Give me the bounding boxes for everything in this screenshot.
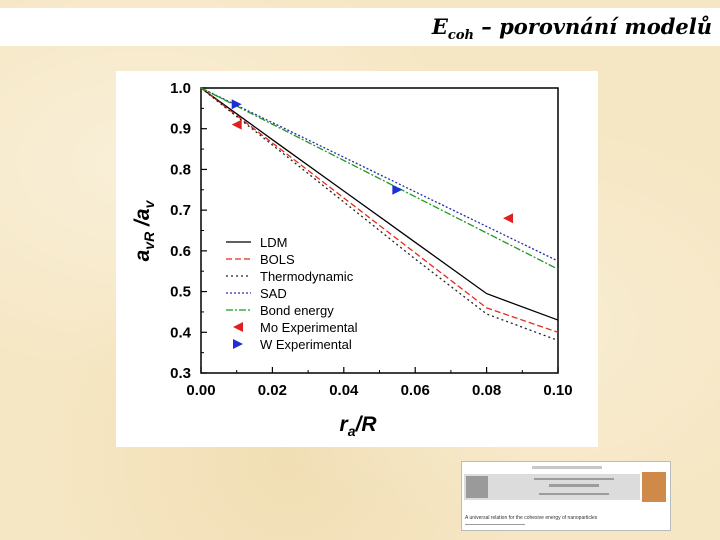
y-tick-label: 0.4 bbox=[170, 324, 192, 341]
thumbnail-line bbox=[549, 484, 599, 487]
data-point-w-experimental bbox=[231, 99, 242, 110]
thumbnail-caption: A universal relation for the cohesive en… bbox=[465, 515, 598, 521]
legend-swatch-w-experimental bbox=[233, 339, 243, 349]
series-line-thermodynamic bbox=[200, 87, 559, 342]
article-thumbnail: A universal relation for the cohesive en… bbox=[461, 461, 671, 531]
thumbnail-line bbox=[534, 478, 614, 480]
thumbnail-line bbox=[465, 524, 525, 525]
legend-label-ldm: LDM bbox=[260, 235, 287, 250]
thumbnail-masthead bbox=[464, 474, 640, 500]
chart-panel: 0.00 0.02 0.04 0.06 0.08 0.10 0.3 0.4 0.5 0.6 0.7 0… bbox=[116, 71, 598, 447]
y-tick-label: 0.8 bbox=[170, 161, 191, 178]
x-tick-label: 0.08 bbox=[472, 382, 501, 399]
thumbnail-line bbox=[539, 493, 609, 495]
plot-frame bbox=[200, 87, 559, 374]
y-tick-label: 0.5 bbox=[170, 284, 191, 301]
slide-title: Ecoh – porovnání modelů bbox=[431, 14, 712, 44]
thumbnail-header bbox=[532, 466, 602, 469]
data-point-w-experimental bbox=[392, 184, 403, 195]
legend-label-bols: BOLS bbox=[260, 252, 295, 267]
y-tick-label: 0.6 bbox=[170, 243, 191, 260]
x-tick-label: 0.10 bbox=[543, 382, 572, 399]
series-line-bond-energy bbox=[200, 87, 559, 270]
y-axis-title: avR /av bbox=[131, 199, 157, 261]
axes: 0.00 0.02 0.04 0.06 0.08 0.10 0.3 0.4 0.5 0.6 0.7 0… bbox=[170, 80, 572, 399]
x-tick-label: 0.00 bbox=[186, 382, 215, 399]
legend-label-bond-energy: Bond energy bbox=[260, 303, 334, 318]
legend-label-sad: SAD bbox=[260, 286, 287, 301]
slide-title-bar: Ecoh – porovnání modelů bbox=[0, 8, 720, 46]
legend: LDM BOLS Thermodynamic SAD Bond energy Mo Exp… bbox=[226, 235, 358, 352]
chart: 0.00 0.02 0.04 0.06 0.08 0.10 0.3 0.4 0.5 0.6 0.7 0… bbox=[131, 80, 573, 439]
legend-label-w-experimental: W Experimental bbox=[260, 337, 352, 352]
y-tick-label: 0.9 bbox=[170, 121, 191, 138]
series-line-sad bbox=[200, 87, 559, 262]
x-axis-title: ra/R bbox=[340, 413, 378, 439]
x-tick-label: 0.04 bbox=[329, 382, 359, 399]
series-layer bbox=[200, 87, 559, 342]
y-tick-label: 0.7 bbox=[170, 202, 191, 219]
journal-cover-icon bbox=[642, 472, 666, 502]
legend-label-mo-experimental: Mo Experimental bbox=[260, 320, 358, 335]
legend-swatch-mo-experimental bbox=[233, 322, 243, 332]
publisher-logo-icon bbox=[466, 476, 488, 498]
series-line-ldm bbox=[200, 87, 559, 321]
legend-label-thermodynamic: Thermodynamic bbox=[260, 269, 354, 284]
x-tick-label: 0.06 bbox=[401, 382, 430, 399]
series-line-bols bbox=[200, 87, 559, 333]
y-tick-label: 1.0 bbox=[170, 80, 191, 97]
y-tick-label: 0.3 bbox=[170, 365, 191, 382]
x-tick-label: 0.02 bbox=[258, 382, 287, 399]
data-point-mo-experimental bbox=[503, 213, 514, 224]
data-point-mo-experimental bbox=[231, 119, 242, 130]
